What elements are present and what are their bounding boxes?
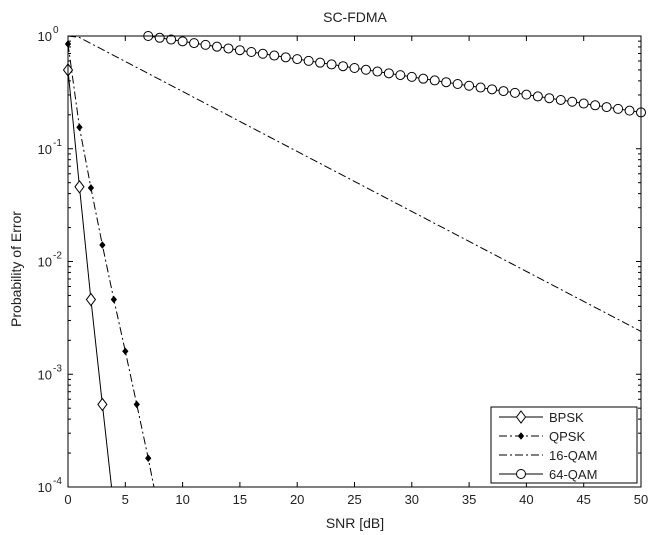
data-point-64-qam	[464, 80, 475, 91]
x-tick-label: 45	[576, 492, 590, 507]
x-tick-label: 30	[405, 492, 419, 507]
data-point-64-qam	[383, 68, 394, 79]
data-point-64-qam	[578, 98, 589, 109]
data-point-64-qam	[315, 57, 326, 68]
data-point-bpsk	[85, 292, 97, 307]
data-point-64-qam	[441, 77, 452, 88]
data-point-64-qam	[257, 48, 268, 59]
plot-frame	[67, 35, 642, 488]
data-point-64-qam	[177, 36, 188, 47]
x-tick-label: 40	[519, 492, 533, 507]
data-point-64-qam	[338, 61, 349, 72]
data-point-64-qam	[269, 50, 280, 61]
legend-marker-64-qam	[516, 469, 526, 479]
data-point-bpsk	[74, 179, 85, 194]
data-point-64-qam	[429, 75, 440, 86]
data-point-qpsk	[76, 123, 83, 132]
x-tick-label: 5	[122, 492, 129, 507]
data-point-64-qam	[406, 71, 417, 82]
y-tick-label: 10	[38, 142, 52, 157]
legend-box	[490, 406, 638, 484]
x-tick-label: 20	[290, 492, 304, 507]
series-line-qpsk	[68, 43, 155, 487]
data-point-64-qam	[189, 38, 200, 49]
data-point-64-qam	[487, 84, 498, 95]
data-point-64-qam	[349, 62, 360, 73]
data-point-64-qam	[613, 103, 624, 114]
x-tick-label: 35	[462, 492, 476, 507]
legend-label-bpsk: BPSK	[549, 410, 584, 425]
legend-label-qpsk: QPSK	[549, 429, 585, 444]
y-tick-label-exponent: -3	[53, 363, 62, 374]
data-point-qpsk	[110, 295, 117, 304]
legend-marker-qpsk	[517, 432, 525, 440]
data-point-64-qam	[475, 82, 486, 93]
legend: BPSK QPSK 16-QAM 64-QAM	[490, 406, 638, 484]
data-point-64-qam	[555, 94, 566, 105]
markers-layer	[62, 31, 646, 462]
data-point-64-qam	[372, 66, 383, 77]
data-point-64-qam	[292, 54, 303, 65]
series-line-16-qam	[68, 36, 641, 332]
x-tick-label: 25	[347, 492, 361, 507]
data-point-qpsk	[87, 184, 95, 192]
y-tick-label-exponent: -2	[53, 251, 62, 262]
data-point-64-qam	[166, 34, 177, 45]
data-point-64-qam	[234, 45, 245, 56]
data-point-64-qam	[544, 93, 555, 104]
data-point-64-qam	[360, 64, 371, 75]
data-point-qpsk	[133, 400, 140, 409]
x-tick-label: 10	[175, 492, 189, 507]
x-tick-label: 15	[233, 492, 247, 507]
data-point-64-qam	[521, 89, 532, 100]
data-point-64-qam	[601, 102, 612, 113]
y-tick-label-exponent: -1	[53, 138, 62, 149]
y-tick-label-exponent: 0	[53, 25, 59, 36]
data-point-qpsk	[99, 241, 106, 249]
data-point-64-qam	[223, 43, 234, 54]
legend-label-64-qam: 64-QAM	[549, 467, 597, 482]
data-point-64-qam	[452, 78, 463, 89]
data-point-qpsk	[145, 454, 152, 462]
y-tick-label: 10	[38, 255, 52, 270]
data-point-64-qam	[200, 39, 211, 50]
data-point-64-qam	[509, 87, 520, 98]
data-point-64-qam	[246, 46, 257, 57]
y-tick-label: 10	[38, 367, 52, 382]
x-tick-label: 50	[634, 492, 648, 507]
data-point-64-qam	[624, 105, 635, 116]
data-point-64-qam	[532, 91, 543, 102]
data-point-64-qam	[567, 96, 578, 107]
x-tick-label: 0	[64, 492, 71, 507]
data-point-64-qam	[395, 70, 406, 81]
data-point-64-qam	[211, 41, 222, 52]
data-point-bpsk	[97, 397, 108, 412]
data-point-64-qam	[326, 59, 337, 70]
data-point-64-qam	[590, 100, 601, 111]
data-point-64-qam	[498, 86, 509, 97]
y-tick-label: 10	[38, 29, 52, 44]
data-point-64-qam	[280, 52, 291, 63]
data-point-64-qam	[154, 32, 165, 43]
legend-label-16-qam: 16-QAM	[549, 448, 597, 463]
data-point-64-qam	[418, 73, 429, 84]
legend-marker-bpsk	[515, 410, 527, 424]
x-axis-title: SNR [dB]	[326, 515, 384, 531]
y-axis-title: Probability of Error	[8, 211, 24, 327]
series-line-bpsk	[68, 69, 113, 487]
y-tick-label-exponent: -4	[53, 476, 62, 487]
y-tick-label: 10	[38, 480, 52, 495]
data-point-64-qam	[303, 55, 314, 66]
chart-title: SC-FDMA	[323, 9, 387, 25]
data-point-qpsk	[122, 347, 129, 356]
series-line-64-qam	[148, 36, 641, 113]
